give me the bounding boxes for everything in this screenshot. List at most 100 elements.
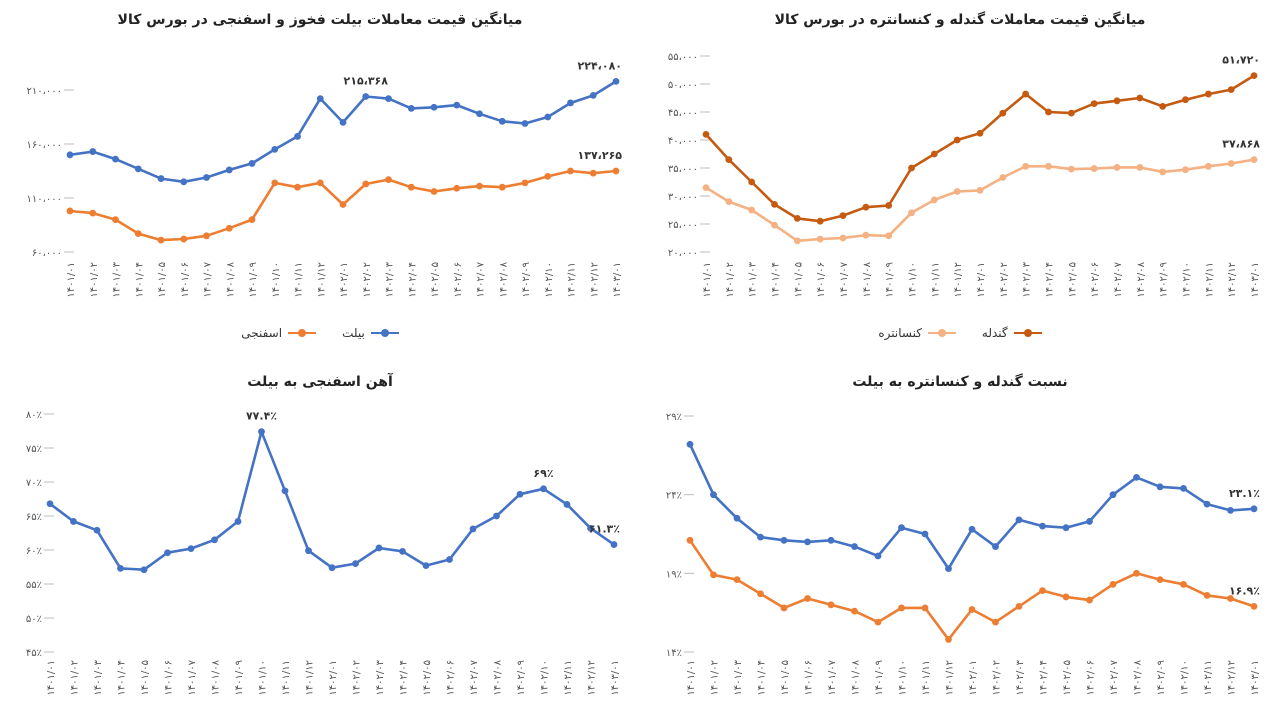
x-tick-label: ۱۴۰۱/۱۱: [930, 262, 941, 298]
chart-svg: ۲۰،۰۰۰ ۲۵،۰۰۰ ۳۰،۰۰۰ ۳۵،۰۰۰ ۴۰،۰۰۰ ۴۵،۰۰۰ ۵۰،۰…: [668, 52, 1261, 298]
data-point: [612, 77, 620, 85]
data-point: [294, 133, 301, 140]
x-tick-label: ۱۴۰۲/۱۰: [1182, 262, 1193, 298]
data-point: [1022, 90, 1030, 98]
y-tick-label: ۳۵،۰۰۰: [668, 164, 698, 175]
y-tick-label: ۲۰،۰۰۰: [668, 248, 698, 259]
x-tick-label: ۱۴۰۱/۱۱: [921, 660, 932, 696]
data-point: [89, 148, 97, 155]
y-tick-label: ۱۹٪: [666, 569, 682, 580]
x-tick-label: ۱۴۰۲/۱۱: [1203, 660, 1214, 696]
y-tick-label: ۷۰٪: [26, 478, 42, 489]
data-point: [748, 178, 756, 186]
x-tick-label: ۱۴۰۲/۰۸: [1136, 261, 1147, 297]
data-point: [930, 150, 938, 158]
data-point: [999, 174, 1007, 181]
data-point: [1086, 518, 1093, 525]
x-tick-label: ۱۴۰۱/۱۲: [945, 660, 956, 696]
x-tick-label: ۱۴۰۱/۰۱: [686, 660, 697, 696]
x-tick-label: ۱۴۰۱/۰۲: [725, 262, 736, 298]
x-tick-label: ۱۴۰۱/۰۵: [793, 262, 804, 298]
data-point: [540, 485, 547, 493]
data-point: [66, 151, 74, 159]
y-tick-label: ۴۵،۰۰۰: [668, 108, 698, 119]
data-label: ۱۳۷،۲۶۵: [578, 149, 623, 162]
x-tick-label: ۱۴۰۲/۰۱: [339, 262, 350, 298]
x-tick-label: ۱۴۰۲/۱۰: [544, 262, 555, 298]
x-tick-label: ۱۴۰۱/۰۲: [70, 660, 81, 696]
x-tick-label: ۱۴۰۲/۰۸: [1133, 659, 1144, 695]
data-point: [1136, 94, 1144, 102]
data-point: [469, 525, 477, 533]
data-point: [567, 167, 574, 175]
data-point: [992, 618, 999, 626]
y-tick-label: ۱۴٪: [666, 648, 682, 659]
data-point: [1113, 164, 1121, 171]
x-tick-label: ۱۴۰۲/۰۲: [992, 660, 1003, 696]
data-point: [493, 512, 500, 520]
data-point: [446, 556, 453, 563]
x-tick-label: ۱۴۰۱/۰۵: [780, 660, 791, 696]
data-point: [352, 560, 359, 567]
data-point: [385, 176, 392, 184]
data-point: [180, 178, 188, 186]
chart-svg: ۶۰،۰۰۰ ۱۱۰،۰۰۰ ۱۶۰،۰۰۰ ۲۱۰،۰۰۰ ۱۴۰۱/۰۱ ۱۴۰۱/۰…: [27, 59, 623, 298]
data-point: [407, 183, 415, 191]
x-tick-label: ۱۴۰۱/۱۱: [294, 262, 305, 298]
x-tick-label: ۱۴۰۱/۰۲: [89, 262, 100, 298]
data-point: [521, 120, 529, 127]
data-point: [1039, 522, 1046, 530]
data-point: [771, 201, 778, 208]
legend-swatch: [927, 329, 956, 337]
data-point: [771, 221, 778, 229]
data-point: [117, 564, 124, 572]
x-tick-label: ۱۴۰۱/۰۲: [710, 660, 721, 696]
data-point: [816, 217, 824, 225]
chart-svg: ۱۴٪ ۱۹٪ ۲۴٪ ۲۹٪ ۱۴۰۱/۰۱ ۱۴۰۱/۰۲ ۱۴۰۱/۰۳ ۱۴۰۱/۰۴…: [666, 412, 1261, 696]
data-point: [70, 518, 77, 525]
x-tick-label: ۱۴۰۱/۱۰: [908, 262, 919, 298]
data-point: [567, 99, 574, 107]
data-point: [1133, 473, 1140, 481]
x-tick-label: ۱۴۰۱/۰۸: [211, 659, 222, 695]
data-label: ۶۹٪: [533, 467, 553, 480]
y-tick-label: ۶۰،۰۰۰: [32, 248, 62, 259]
x-tick-label: ۱۴۰۱/۰۴: [134, 262, 145, 298]
data-label: ۳۷،۸۶۸: [1222, 138, 1260, 151]
data-point: [164, 549, 171, 557]
legend-label: کنسانتره: [878, 326, 922, 340]
data-point: [248, 216, 256, 224]
data-point: [498, 183, 506, 191]
chart-svg: ۴۵٪ ۵۰٪ ۵۵٪ ۶۰٪ ۶۵٪ ۷۰٪ ۷۵٪ ۸۰٪ ۱۴۰۱/۰۱ ۱۴۰۱/۰۲ ۱۴…: [26, 410, 621, 696]
x-tick-label: ۱۴۰۱/۰۶: [180, 262, 191, 298]
data-point: [930, 196, 938, 204]
data-point: [589, 169, 597, 177]
x-tick-label: ۱۴۰۲/۰۳: [385, 261, 396, 297]
data-point: [757, 533, 764, 541]
data-point: [851, 543, 858, 550]
data-point: [1022, 162, 1030, 170]
data-point: [1227, 160, 1235, 167]
y-tick-label: ۴۵٪: [26, 648, 42, 659]
data-label: ۱۶.۹٪: [1229, 584, 1260, 597]
data-point: [225, 224, 233, 232]
data-point: [953, 136, 961, 144]
data-point: [271, 146, 279, 153]
chart-title: نسبت گندله و کنسانتره به بیلت: [852, 374, 1068, 390]
x-tick-label: ۱۴۰۱/۰۹: [874, 660, 885, 696]
data-point: [430, 103, 438, 111]
data-point: [1039, 587, 1046, 595]
data-point: [180, 235, 188, 243]
data-point: [134, 230, 142, 238]
x-tick-label: ۱۴۰۳/۰۱: [1250, 262, 1261, 298]
x-tick-label: ۱۴۰۱/۱۲: [305, 660, 316, 696]
x-tick-label: ۱۴۰۱/۰۳: [112, 261, 123, 297]
data-point: [725, 156, 733, 164]
data-point: [362, 93, 370, 100]
data-point: [710, 491, 717, 499]
data-point: [281, 487, 289, 495]
data-point: [140, 566, 148, 574]
legend-item-concentrate: کنسانتره: [878, 326, 956, 340]
data-point: [999, 109, 1007, 117]
data-point: [874, 618, 882, 626]
